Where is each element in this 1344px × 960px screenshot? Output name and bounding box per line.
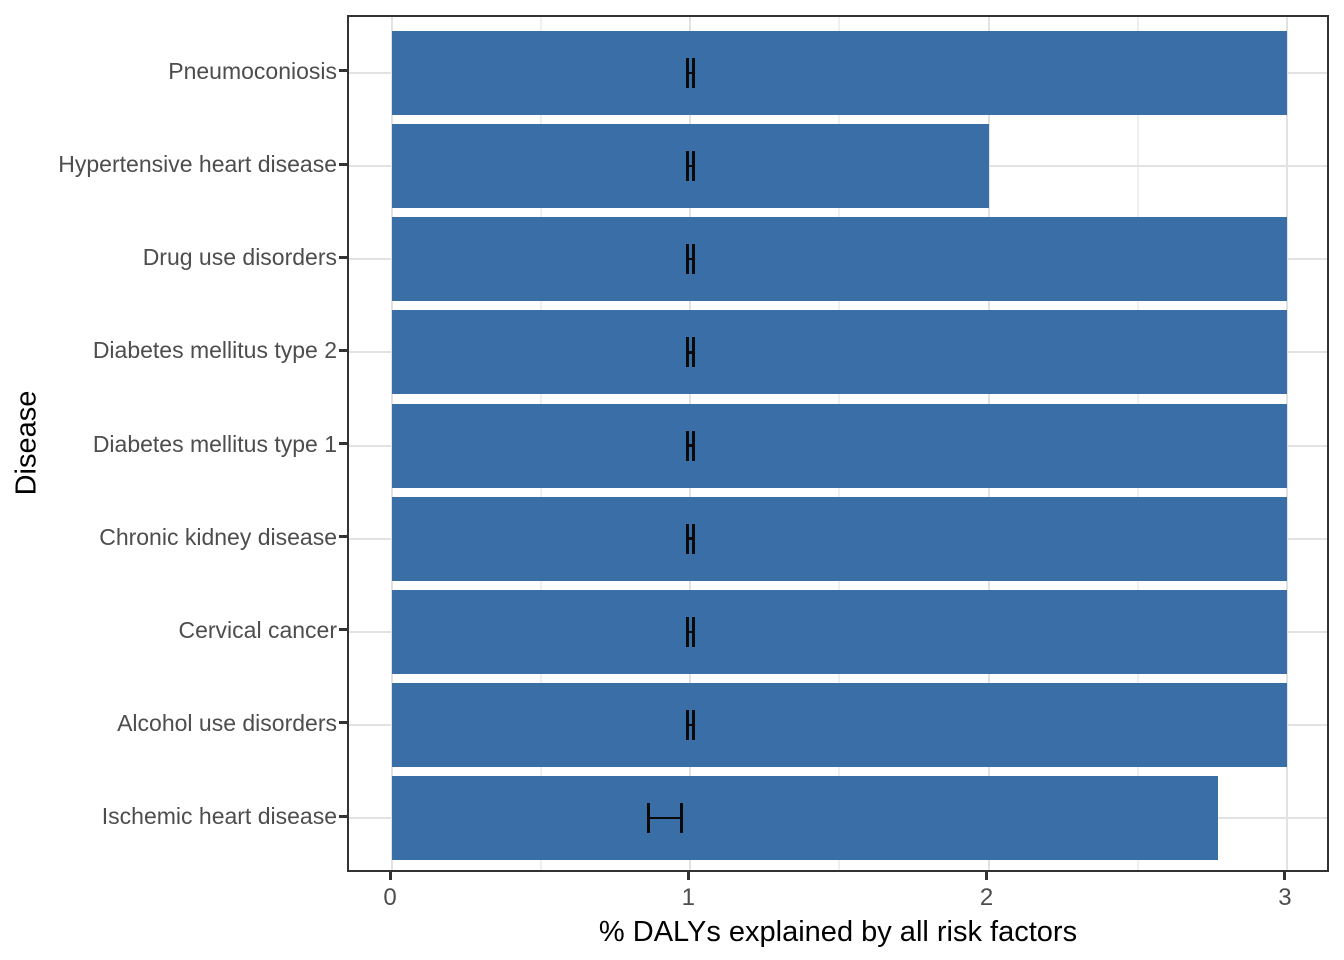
errorbar-line [648,816,682,820]
errorbar-line [687,164,694,168]
bar [392,589,1287,674]
y-axis-tick-mark [339,69,347,73]
errorbar-right-cap [691,57,695,88]
bar [392,30,1287,115]
errorbar-line [687,444,694,447]
y-axis-category-label: Ischemic heart disease [101,803,337,830]
y-axis-tick-mark [339,814,347,818]
errorbar-line [687,630,694,634]
x-axis-tick-mark [686,872,690,880]
bar [392,310,1287,395]
y-axis-category-label: Diabetes mellitus type 2 [92,337,337,364]
y-axis-tick-mark [339,442,347,445]
y-axis-tick-mark [339,255,347,259]
errorbar-right-cap [691,709,695,740]
y-axis-category-label: Pneumoconiosis [168,57,337,84]
errorbar-right-cap [691,337,695,368]
bar [392,496,1287,581]
errorbar-line [687,257,694,261]
errorbar-right-cap [679,803,683,834]
bar [392,682,1287,767]
y-axis-tick-mark [339,348,347,352]
x-axis-tick-label: 0 [383,884,397,911]
y-axis-category-label: Drug use disorders [142,244,337,271]
bar [392,403,1287,488]
y-axis-tick-mark [339,721,347,725]
x-axis-tick-label: 3 [1278,884,1292,911]
y-axis-category-label: Alcohol use disorders [117,709,337,736]
gridline-major-vertical [1285,17,1288,870]
plot-panel [347,15,1329,872]
bar [392,217,1287,302]
y-axis-category-label: Diabetes mellitus type 1 [92,430,337,457]
x-axis-tick-mark [388,872,392,880]
x-axis-tick-mark [1283,872,1287,880]
x-axis-tick-label: 2 [979,884,994,911]
x-axis-tick-label: 1 [681,884,695,911]
y-axis-tick-mark [339,535,347,539]
x-axis-title: % DALYs explained by all risk factors [598,916,1078,948]
errorbar-right-cap [691,244,695,275]
bar [392,776,1219,861]
x-axis-tick-mark [985,872,989,880]
y-axis-tick-mark [339,162,347,166]
errorbar-line [687,537,694,540]
errorbar-right-cap [691,616,695,647]
errorbar-right-cap [691,151,695,182]
errorbar-line [687,71,694,75]
errorbar-right-cap [691,523,695,554]
y-axis-tick-mark [339,628,347,632]
y-axis-category-label: Chronic kidney disease [99,523,337,550]
errorbar-line [687,723,694,727]
errorbar-right-cap [691,430,695,461]
errorbar-line [687,351,694,354]
y-axis-category-label: Cervical cancer [178,616,338,643]
y-axis-title: Disease [10,390,43,496]
y-axis-category-label: Hypertensive heart disease [58,151,337,178]
